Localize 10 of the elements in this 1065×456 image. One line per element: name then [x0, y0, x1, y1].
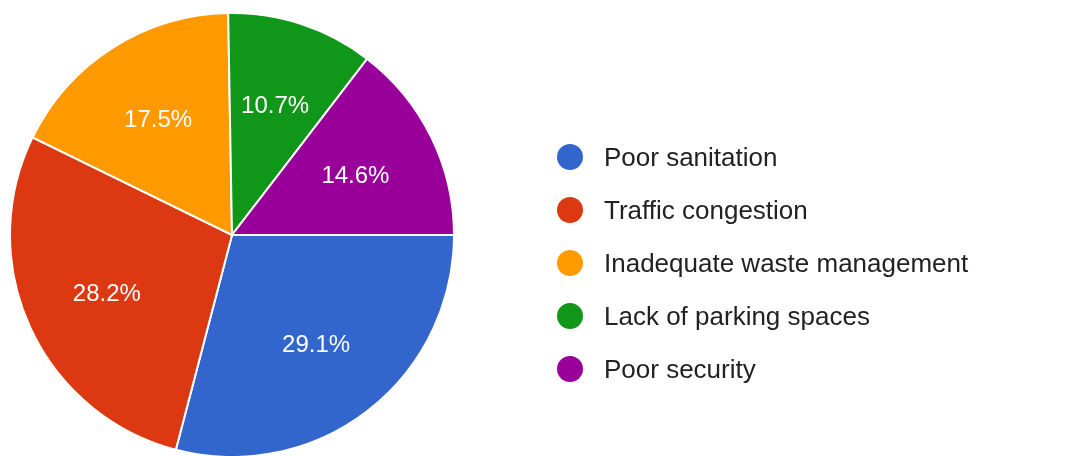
data-label: 29.1% [282, 330, 351, 358]
data-label: 14.6% [321, 160, 390, 188]
legend-label: Poor security [604, 354, 756, 385]
legend-label: Traffic congestion [604, 195, 808, 226]
legend-label: Lack of parking spaces [604, 301, 870, 332]
legend-label: Inadequate waste management [604, 248, 970, 279]
data-label: 10.7% [241, 90, 310, 118]
legend-label: Poor sanitation [604, 142, 778, 173]
data-label: 28.2% [72, 278, 141, 306]
data-label: 17.5% [124, 105, 193, 133]
